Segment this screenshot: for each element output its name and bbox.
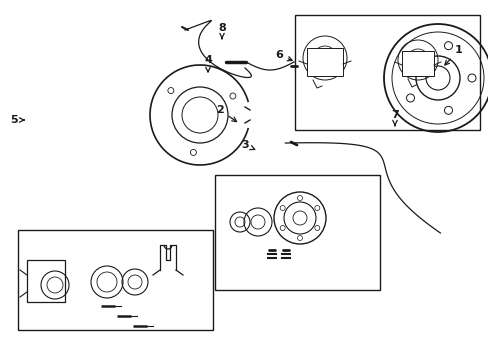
Text: 1: 1	[444, 45, 462, 65]
Bar	[294, 15, 479, 130]
Bar	[401, 51, 433, 76]
Bar	[18, 230, 213, 330]
Text: 4: 4	[203, 55, 211, 72]
Text: 6: 6	[274, 50, 291, 61]
Text: 3: 3	[241, 140, 254, 150]
Text: 2: 2	[216, 105, 236, 122]
Text: 7: 7	[390, 110, 398, 126]
Text: 8: 8	[218, 23, 225, 39]
Bar	[27, 260, 65, 302]
Text: 5: 5	[10, 115, 24, 125]
Bar	[306, 48, 342, 76]
Bar	[215, 175, 379, 290]
